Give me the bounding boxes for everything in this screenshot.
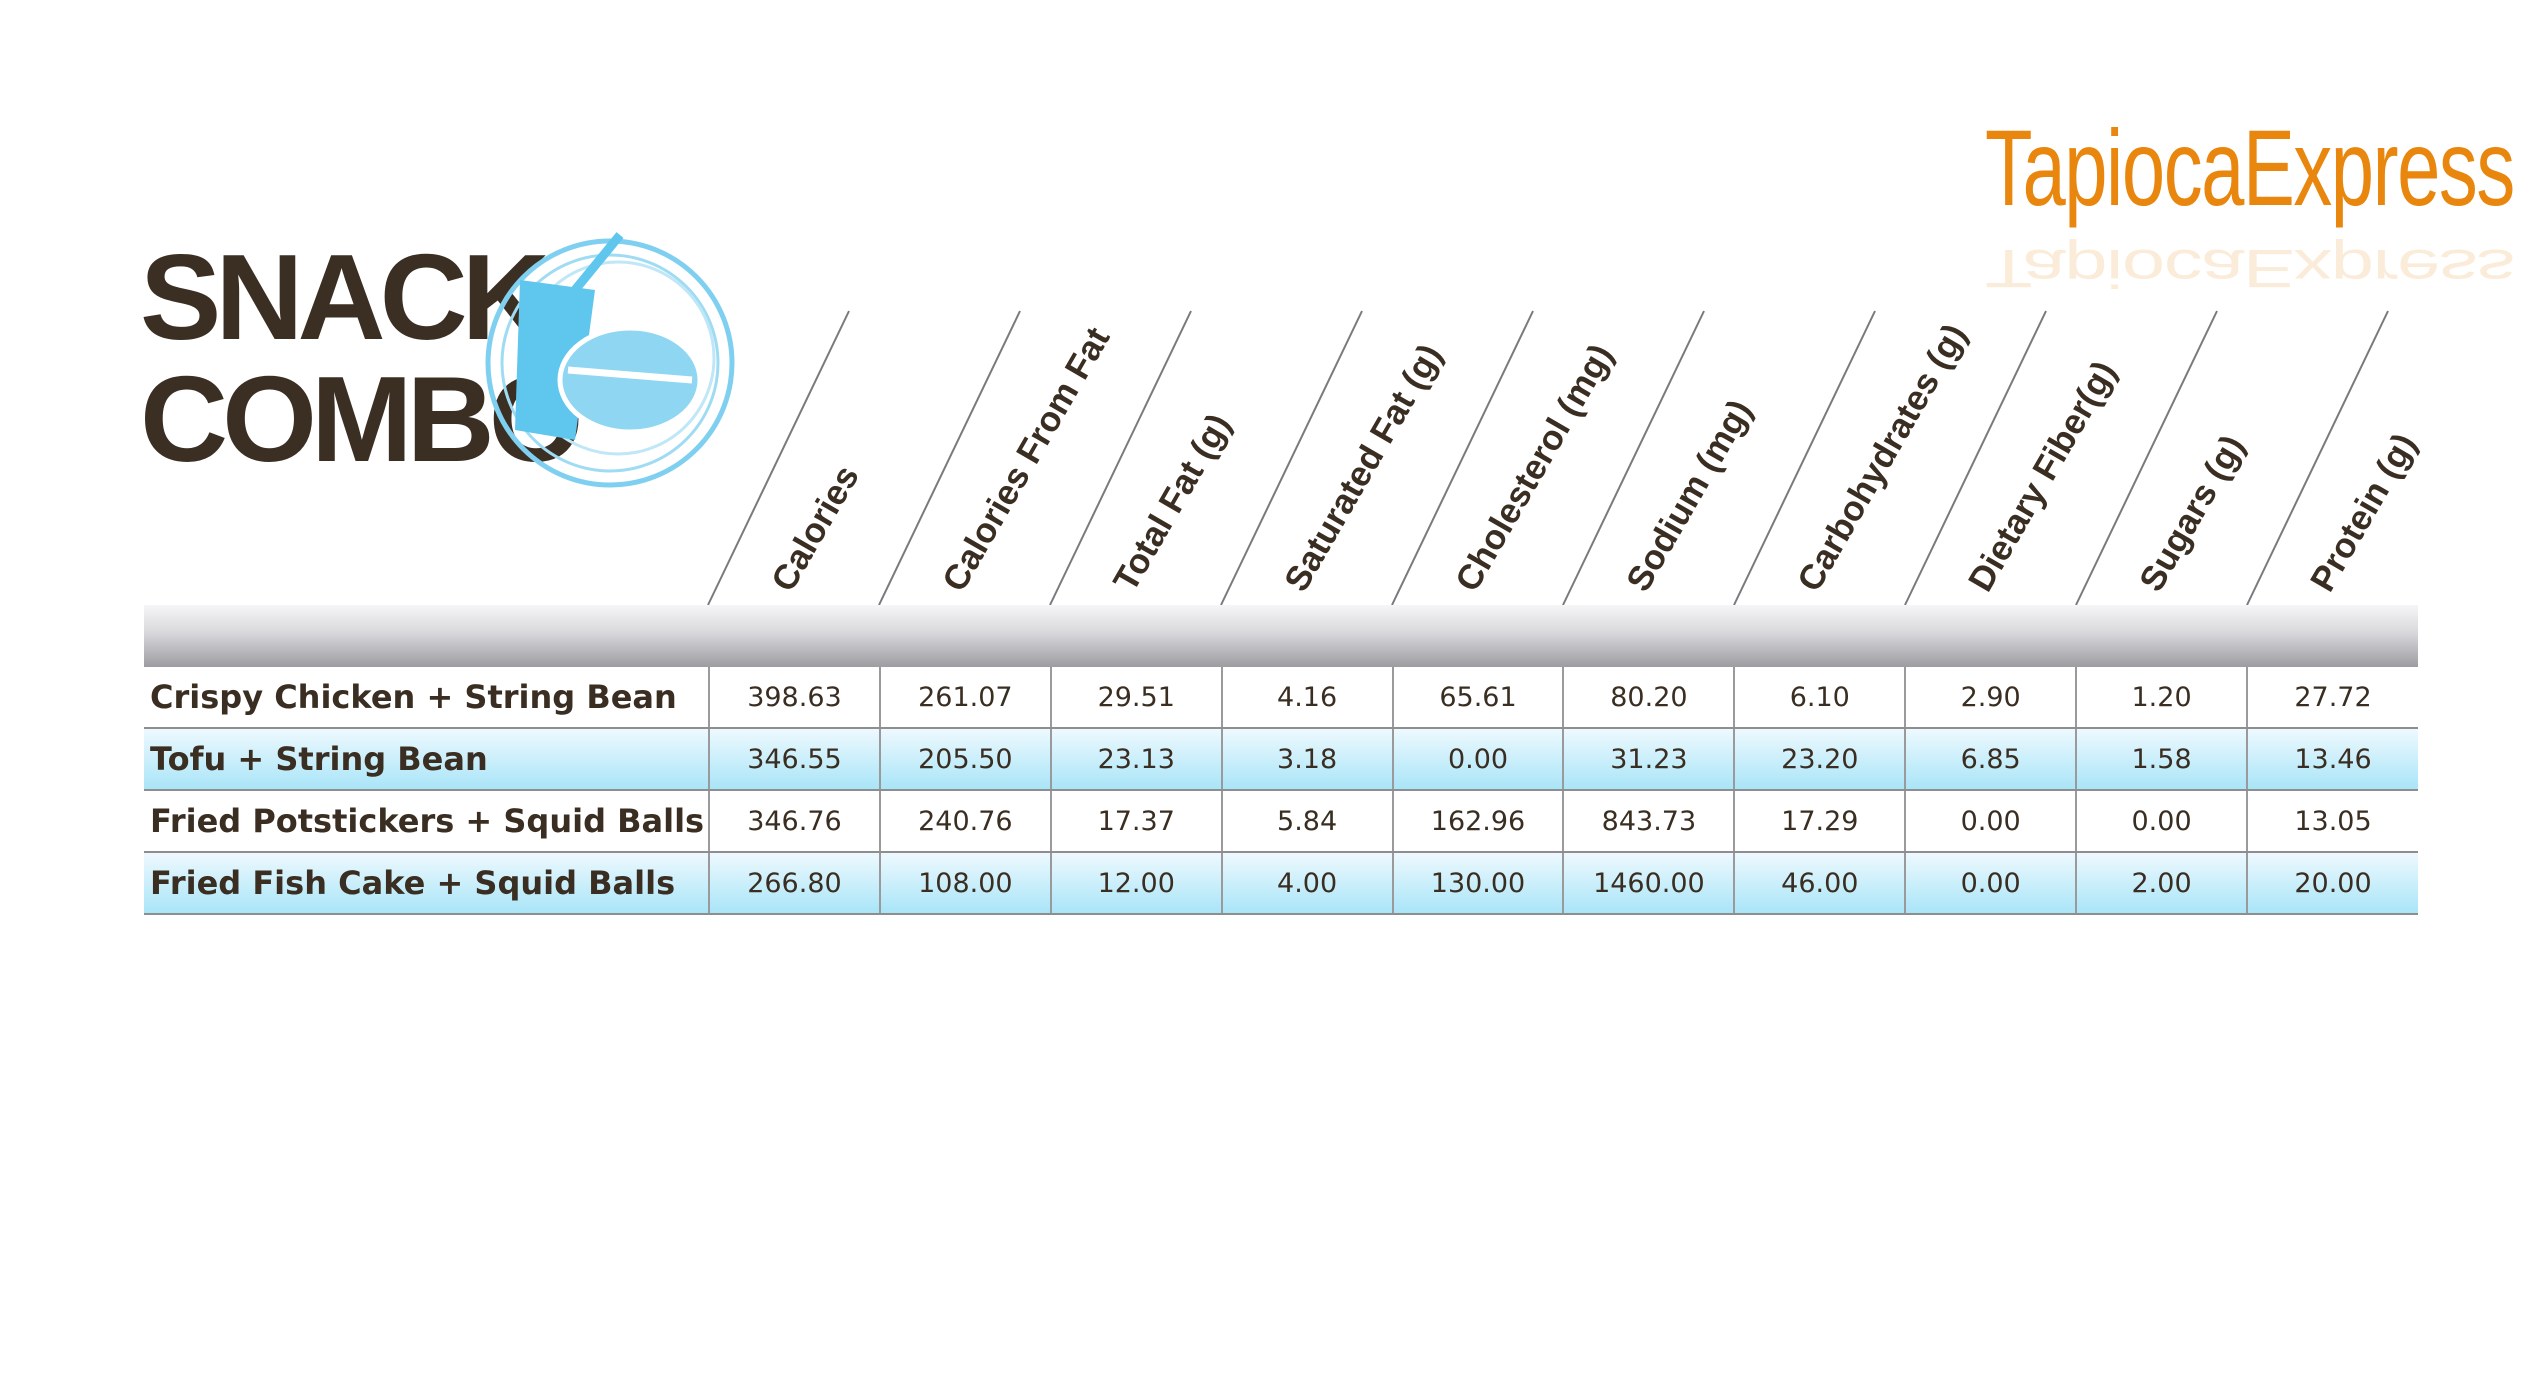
title-combo: COMBO: [140, 351, 584, 487]
header-dividers: [707, 310, 2389, 606]
header-divider-line: [878, 310, 1021, 606]
value-cell: 0.00: [1391, 728, 1564, 791]
header-divider-line: [2075, 310, 2218, 606]
value-cell: 80.20: [1562, 667, 1735, 729]
nutrition-table: Crispy Chicken + String Bean 398.63 261.07…: [144, 667, 2418, 915]
value-cell: 12.00: [1049, 852, 1222, 915]
value-cell: 27.72: [2246, 667, 2418, 729]
value-cell: 23.20: [1733, 728, 1906, 791]
value-cell: 23.13: [1049, 728, 1222, 791]
header-divider-line: [707, 310, 850, 606]
table-row: Crispy Chicken + String Bean 398.63 261.07…: [144, 667, 2418, 729]
value-cell: 205.50: [878, 728, 1051, 791]
value-cell: 266.80: [708, 852, 880, 915]
header-divider-line: [2246, 310, 2389, 606]
value-cell: 13.46: [2246, 728, 2418, 791]
value-cell: 4.16: [1220, 667, 1393, 729]
value-cell: 130.00: [1391, 852, 1564, 915]
value-cell: 3.18: [1220, 728, 1393, 791]
value-cell: 2.00: [2075, 852, 2248, 915]
value-cell: 17.37: [1049, 790, 1222, 853]
value-cell: 108.00: [878, 852, 1051, 915]
value-cell: 162.96: [1391, 790, 1564, 853]
header-bar: [144, 605, 2418, 667]
value-cell: 1.58: [2075, 728, 2248, 791]
row-name: Tofu + String Bean: [144, 728, 709, 791]
value-cell: 2.90: [1904, 667, 2077, 729]
value-cell: 1.20: [2075, 667, 2248, 729]
value-cell: 0.00: [1904, 852, 2077, 915]
drink-and-macaron-icon: [485, 232, 735, 488]
value-cell: 46.00: [1733, 852, 1906, 915]
table-row: Fried Fish Cake + Squid Balls 266.80 108.0…: [144, 852, 2418, 915]
table-row: Tofu + String Bean 346.55 205.50 23.13 3.18 0…: [144, 728, 2418, 791]
value-cell: 65.61: [1391, 667, 1564, 729]
row-name: Fried Fish Cake + Squid Balls: [144, 852, 709, 915]
value-cell: 261.07: [878, 667, 1051, 729]
value-cell: 1460.00: [1562, 852, 1735, 915]
value-cell: 0.00: [2075, 790, 2248, 853]
header-divider-line: [1391, 310, 1534, 606]
table-row: Fried Potstickers + Squid Balls 346.76 240…: [144, 790, 2418, 853]
value-cell: 398.63: [708, 667, 880, 729]
value-cell: 6.10: [1733, 667, 1906, 729]
brand-logo: TapiocaExpress: [1985, 107, 2515, 228]
row-name: Fried Potstickers + Squid Balls: [144, 790, 709, 853]
value-cell: 5.84: [1220, 790, 1393, 853]
header-divider-line: [1562, 310, 1705, 606]
header-divider-line: [1904, 310, 2047, 606]
value-cell: 31.23: [1562, 728, 1735, 791]
value-cell: 4.00: [1220, 852, 1393, 915]
value-cell: 6.85: [1904, 728, 2077, 791]
value-cell: 240.76: [878, 790, 1051, 853]
value-cell: 346.55: [708, 728, 880, 791]
header-divider-line: [1220, 310, 1363, 606]
value-cell: 346.76: [708, 790, 880, 853]
value-cell: 29.51: [1049, 667, 1222, 729]
value-cell: 20.00: [2246, 852, 2418, 915]
header-divider-line: [1733, 310, 1876, 606]
value-cell: 843.73: [1562, 790, 1735, 853]
value-cell: 13.05: [2246, 790, 2418, 853]
header-divider-line: [1049, 310, 1192, 606]
row-name: Crispy Chicken + String Bean: [144, 667, 709, 729]
value-cell: 17.29: [1733, 790, 1906, 853]
title-snack: SNACK: [140, 229, 550, 365]
value-cell: 0.00: [1904, 790, 2077, 853]
